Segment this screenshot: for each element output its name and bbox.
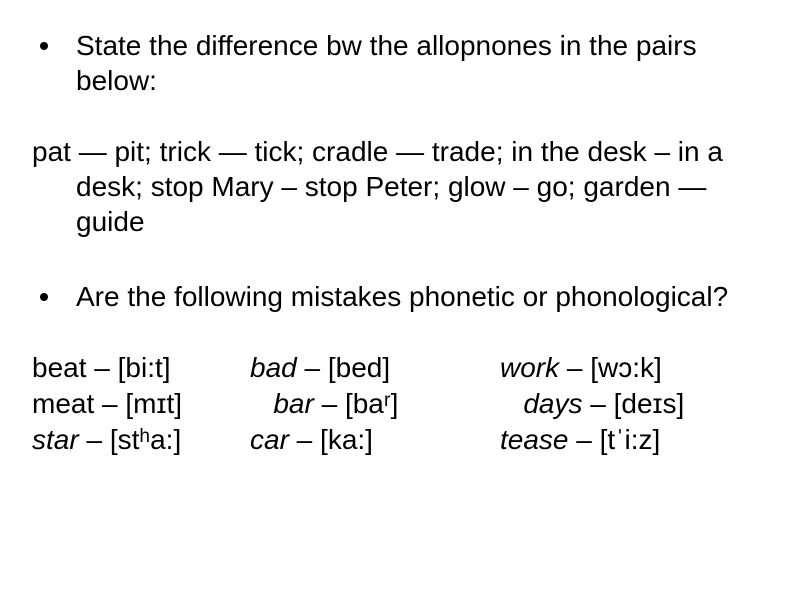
example-ipa: – [baʳ] xyxy=(314,388,399,419)
example-ipa: – [ka:] xyxy=(289,424,373,455)
example-word-italic: star xyxy=(32,424,79,455)
example-word-italic: work xyxy=(500,352,559,383)
example-word-italic: bad xyxy=(250,352,297,383)
example-cell: work – [wɔ:k] xyxy=(500,350,762,386)
pairs-paragraph: pat — pit; trick — tick; cradle — trade;… xyxy=(32,134,762,239)
bullet-marker-icon xyxy=(40,293,48,301)
example-text: meat – [mɪt] xyxy=(32,388,182,419)
example-cell: meat – [mɪt] xyxy=(32,386,250,422)
example-cell: bad – [bed] xyxy=(250,350,500,386)
example-word-italic: car xyxy=(250,424,289,455)
example-cell: bar – [baʳ] xyxy=(250,386,500,422)
example-ipa: – [bed] xyxy=(297,352,390,383)
example-ipa: – [stʰa:] xyxy=(79,424,182,455)
bullet-marker-icon xyxy=(40,42,48,50)
example-ipa: – [wɔ:k] xyxy=(559,352,662,383)
example-row-2: meat – [mɪt] bar – [baʳ] days – [deɪs] xyxy=(32,386,762,422)
bullet-text-1: State the difference bw the allopnones i… xyxy=(76,28,762,98)
bullet-item-1: State the difference bw the allopnones i… xyxy=(32,28,762,98)
example-row-1: beat – [bi:t] bad – [bed] work – [wɔ:k] xyxy=(32,350,762,386)
example-word-italic: tease xyxy=(500,424,569,455)
example-cell: star – [stʰa:] xyxy=(32,422,250,458)
example-cell: tease – [tˈi:z] xyxy=(500,422,762,458)
bullet-item-2: Are the following mistakes phonetic or p… xyxy=(32,279,762,314)
example-text: beat – [bi:t] xyxy=(32,352,171,383)
examples-block: beat – [bi:t] bad – [bed] work – [wɔ:k] … xyxy=(32,350,762,457)
example-cell: beat – [bi:t] xyxy=(32,350,250,386)
example-ipa: – [tˈi:z] xyxy=(569,424,661,455)
example-cell: car – [ka:] xyxy=(250,422,500,458)
example-ipa: – [deɪs] xyxy=(583,388,685,419)
example-word-italic: days xyxy=(523,388,582,419)
example-row-3: star – [stʰa:] car – [ka:] tease – [tˈi:… xyxy=(32,422,762,458)
example-word-italic: bar xyxy=(273,388,313,419)
example-cell: days – [deɪs] xyxy=(500,386,762,422)
bullet-text-2: Are the following mistakes phonetic or p… xyxy=(76,279,728,314)
